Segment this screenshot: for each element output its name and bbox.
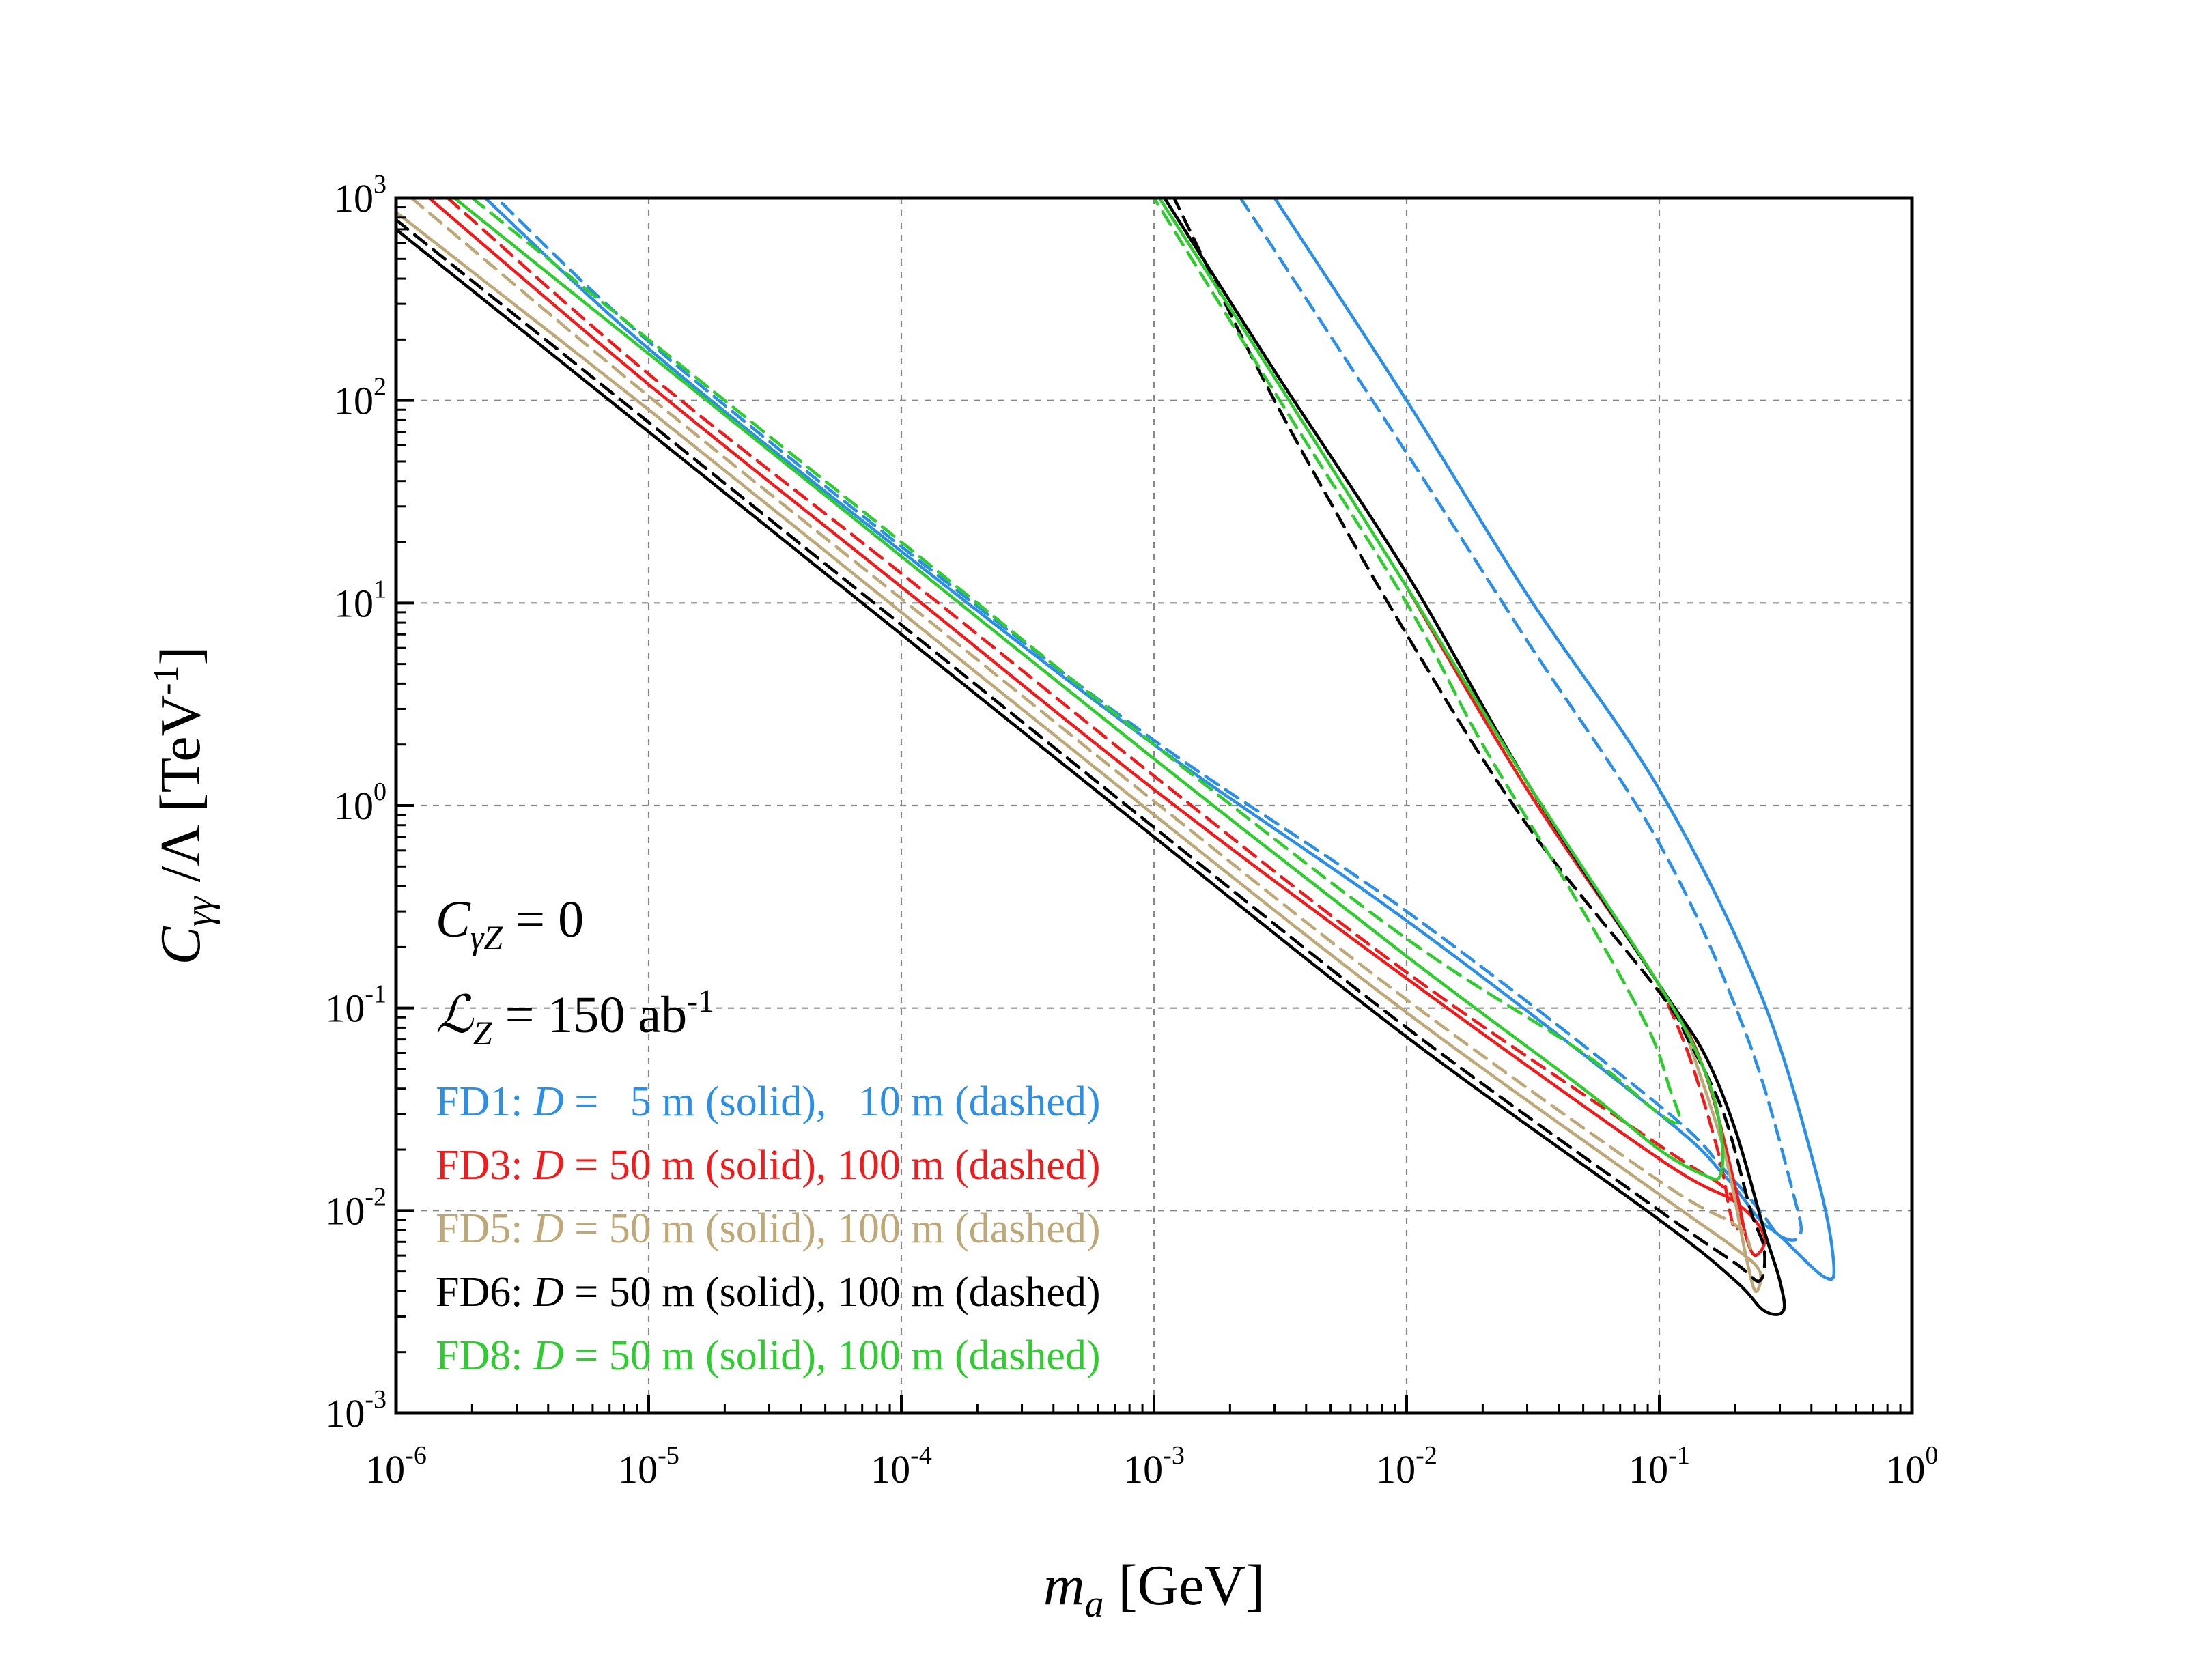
- legend-entry-fd6: FD6: D = 50 m (solid), 100 m (dashed): [436, 1269, 1101, 1315]
- y-tick-label: 103: [334, 170, 386, 220]
- y-axis-title: Cγγ /Λ [TeV-1]: [147, 646, 221, 965]
- annotation-cgz-rest: = 0: [503, 891, 584, 948]
- legend-fd8-var: D: [533, 1333, 564, 1379]
- series-line-6: [396, 198, 1786, 1316]
- tick-labels: 10-6 10-5 10-4 10-3 10-2 10-1 100 10-3 10-2 10-1 1…: [325, 170, 1938, 1492]
- annotation-luminosity: ℒZ = 150 ab-1: [436, 983, 714, 1052]
- axis-ticks: [395, 197, 1913, 1414]
- y-tick-label: 102: [334, 373, 386, 423]
- x-tick-label: 100: [1886, 1441, 1939, 1492]
- x-axis-title-sub: a: [1085, 1583, 1104, 1625]
- y-tick-label: 100: [334, 778, 386, 828]
- x-tick-label: 10-3: [1123, 1441, 1185, 1492]
- x-axis-title: ma [GeV]: [1043, 1554, 1265, 1625]
- series-group: [396, 198, 1836, 1316]
- legend-fd8-detector: FD8: [436, 1333, 511, 1379]
- x-tick-label: 10-5: [618, 1441, 679, 1492]
- y-tick-label: 10-3: [325, 1385, 386, 1436]
- y-tick-label: 101: [334, 575, 386, 625]
- y-tick-label: 10-1: [325, 980, 386, 1031]
- series-line-0: [483, 198, 1836, 1281]
- annotation-lumi-rest: = 150 ab: [492, 986, 688, 1044]
- x-axis-title-main: m: [1043, 1554, 1085, 1617]
- series-line-1: [494, 198, 1803, 1242]
- annotation-lumi-sup: -1: [687, 983, 714, 1019]
- series-line-9: [470, 198, 1681, 1125]
- series-line-3: [446, 198, 1743, 1232]
- y-axis-title-rest: /Λ [TeV: [149, 695, 212, 896]
- legend-entry-fd8: FD8: D = 50 m (solid), 100 m (dashed): [436, 1333, 1101, 1379]
- x-tick-label: 10-1: [1629, 1441, 1690, 1492]
- legend-fd8-sep: :: [511, 1333, 533, 1379]
- legend-fd3-sep: :: [511, 1142, 533, 1188]
- y-axis-title-sup: -1: [147, 666, 186, 695]
- legend-fd5-text: = 50 m (solid), 100 m (dashed): [564, 1206, 1101, 1252]
- y-axis-title-sub: γγ: [178, 895, 221, 926]
- legend: FD1: D = 5 m (solid), 10 m (dashed) FD3:…: [436, 1079, 1101, 1379]
- x-tick-label: 10-4: [871, 1441, 932, 1492]
- legend-fd5-sep: :: [511, 1206, 533, 1252]
- y-axis-title-close: ]: [149, 646, 212, 666]
- annotation-cgz: CγZ = 0: [436, 891, 584, 956]
- annotation-cgz-sub: γZ: [470, 918, 504, 956]
- x-tick-label: 10-2: [1376, 1441, 1437, 1492]
- y-axis-title-main: C: [149, 926, 212, 965]
- annotation-cgz-main: C: [436, 891, 471, 948]
- legend-fd6-var: D: [533, 1269, 564, 1315]
- x-axis-title-unit: [GeV]: [1104, 1554, 1265, 1617]
- legend-fd3-var: D: [533, 1142, 564, 1188]
- legend-fd6-sep: :: [511, 1269, 533, 1315]
- legend-entry-fd3: FD3: D = 50 m (solid), 100 m (dashed): [436, 1142, 1101, 1188]
- y-tick-label: 10-2: [325, 1182, 386, 1233]
- series-line-4: [396, 210, 1762, 1293]
- annotation-lumi-main: ℒ: [436, 986, 475, 1044]
- legend-entry-fd1: FD1: D = 5 m (solid), 10 m (dashed): [436, 1079, 1101, 1125]
- legend-fd6-detector: FD6: [436, 1269, 511, 1315]
- x-tick-label: 10-6: [365, 1441, 427, 1492]
- legend-fd5-detector: FD5: [436, 1206, 511, 1252]
- legend-fd5-var: D: [533, 1206, 564, 1252]
- legend-fd6-text: = 50 m (solid), 100 m (dashed): [564, 1269, 1101, 1315]
- legend-fd3-detector: FD3: [436, 1142, 511, 1188]
- series-line-8: [453, 198, 1725, 1181]
- legend-fd3-text: = 50 m (solid), 100 m (dashed): [564, 1142, 1101, 1188]
- legend-fd1-detector: FD1: [436, 1079, 511, 1125]
- legend-fd1-text: = 5 m (solid), 10 m (dashed): [564, 1079, 1101, 1125]
- series-line-5: [410, 198, 1753, 1251]
- annotation-lumi-sub: Z: [473, 1014, 493, 1052]
- series-line-7: [396, 198, 1766, 1283]
- legend-fd1-sep: :: [511, 1079, 533, 1125]
- legend-entry-fd5: FD5: D = 50 m (solid), 100 m (dashed): [436, 1206, 1101, 1252]
- legend-fd1-var: D: [533, 1079, 564, 1125]
- legend-fd8-text: = 50 m (solid), 100 m (dashed): [564, 1333, 1101, 1379]
